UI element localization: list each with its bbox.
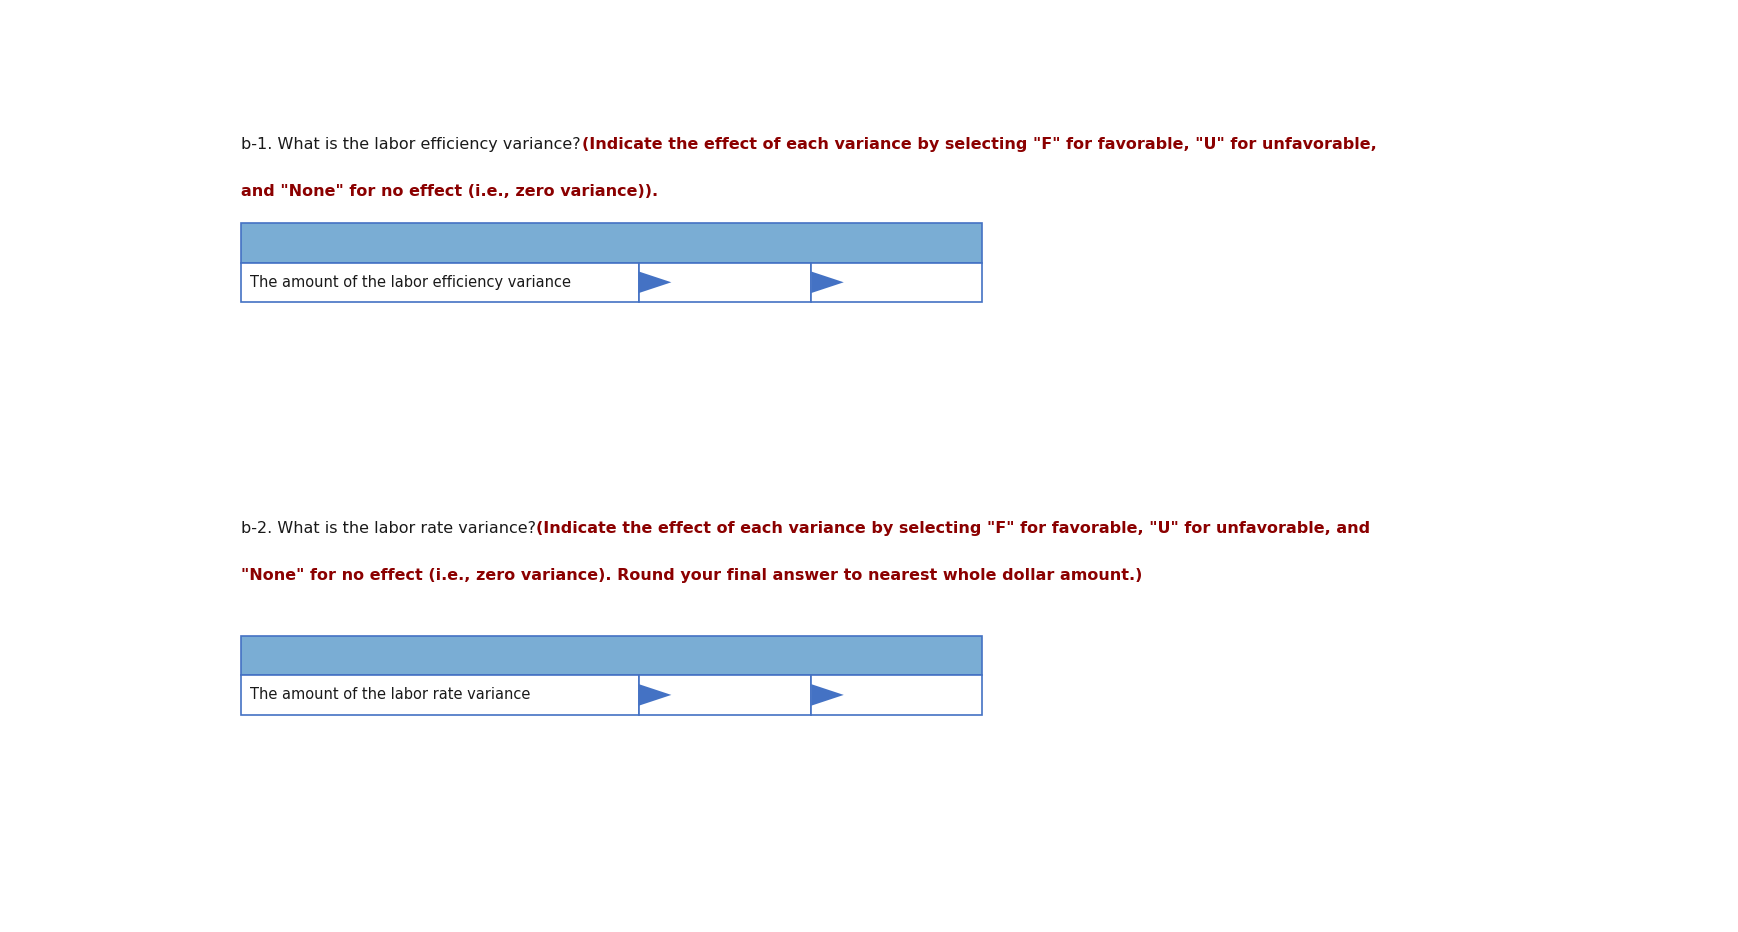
Text: (Indicate the effect of each variance by selecting "F" for favorable, "U" for un: (Indicate the effect of each variance by… [535, 521, 1370, 536]
Text: "None" for no effect (i.e., zero variance). Round your final answer to nearest w: "None" for no effect (i.e., zero varianc… [242, 568, 1144, 582]
Bar [242, 675, 640, 715]
Polygon shape [812, 684, 843, 706]
Text: The amount of the labor efficiency variance: The amount of the labor efficiency varia… [250, 275, 570, 290]
Polygon shape [640, 684, 671, 706]
Polygon shape [640, 271, 671, 293]
Bar [640, 263, 812, 302]
Bar [242, 223, 982, 263]
Text: b-2. What is the labor rate variance?: b-2. What is the labor rate variance? [242, 521, 542, 536]
Bar [640, 675, 812, 715]
Bar [242, 636, 982, 675]
Bar [242, 263, 640, 302]
Polygon shape [812, 271, 843, 293]
Text: and "None" for no effect (i.e., zero variance)).: and "None" for no effect (i.e., zero var… [242, 184, 659, 199]
Text: The amount of the labor rate variance: The amount of the labor rate variance [250, 688, 530, 703]
Text: b-1. What is the labor efficiency variance?: b-1. What is the labor efficiency varian… [242, 137, 586, 152]
Bar [812, 675, 982, 715]
Bar [812, 263, 982, 302]
Text: (Indicate the effect of each variance by selecting "F" for favorable, "U" for un: (Indicate the effect of each variance by… [582, 137, 1376, 152]
